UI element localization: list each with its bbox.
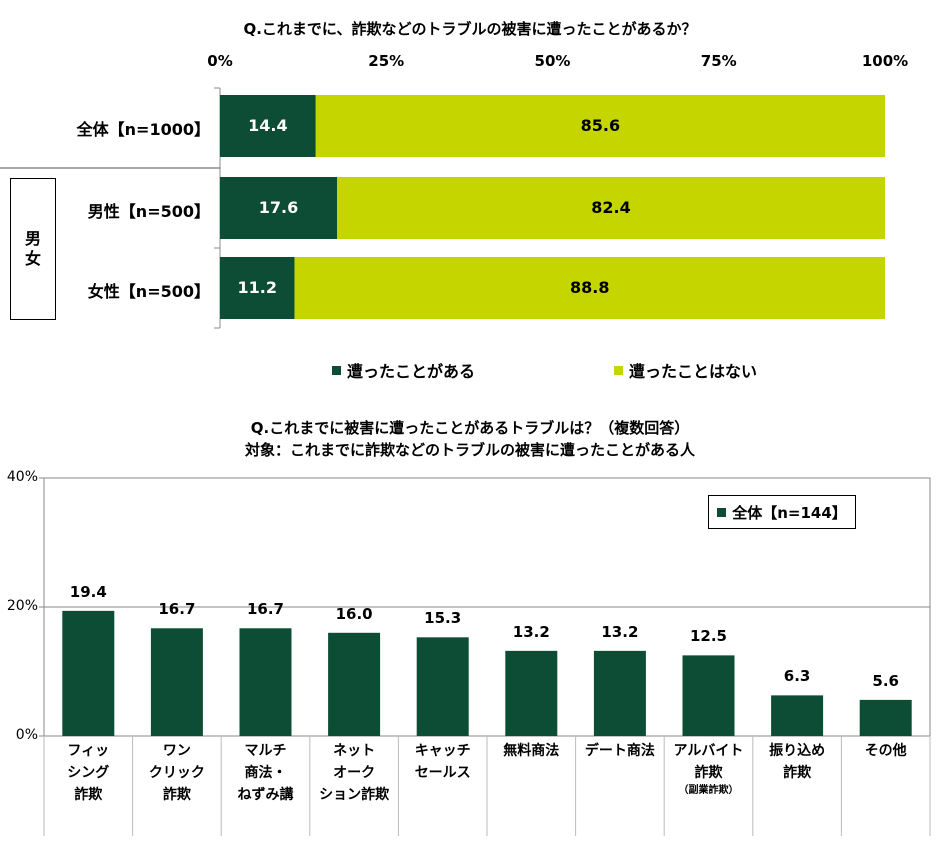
chart2-category-label: ワン クリック 詐欺 bbox=[133, 740, 222, 806]
chart2-bar-value-label: 13.2 bbox=[512, 622, 550, 641]
chart2-category-label: 振り込め 詐欺 bbox=[753, 740, 842, 784]
chart1-x-tick: 25% bbox=[368, 52, 405, 70]
chart1-bar-value-label: 17.6 bbox=[258, 198, 299, 217]
chart2-bar-value-label: 12.5 bbox=[689, 627, 727, 646]
chart1-bar-segment-no bbox=[294, 257, 886, 319]
chart1-bar-segment-yes bbox=[220, 177, 338, 239]
chart1-bar-value-label: 82.4 bbox=[591, 198, 631, 217]
chart2-y-tick: 20% bbox=[6, 598, 38, 614]
chart2-category-label-line: オーク bbox=[333, 765, 376, 781]
chart2-bar bbox=[682, 655, 735, 736]
chart2-category-label-line: ワン bbox=[162, 743, 191, 759]
chart1-legend-item-no: 遭ったことはない bbox=[614, 358, 757, 382]
chart2-bar bbox=[239, 628, 292, 736]
chart2-bar bbox=[859, 699, 912, 736]
chart2-y-tick: 40% bbox=[6, 469, 38, 485]
chart2-category-label-line: フィッ bbox=[67, 743, 110, 759]
chart2-category-label-line: 振り込め bbox=[769, 743, 826, 759]
chart2-category-label-line: デート商法 bbox=[584, 743, 655, 759]
chart1-bar-value-label: 14.4 bbox=[248, 116, 288, 135]
chart2-category-label-line: アルバイト bbox=[673, 743, 744, 759]
chart2-title: Q.これまでに被害に遭ったことがあるトラブルは？（複数回答） bbox=[250, 419, 690, 437]
chart2-y-tick: 0% bbox=[15, 727, 38, 743]
chart2-bar bbox=[328, 632, 381, 736]
chart1-plot bbox=[0, 87, 886, 329]
chart2-category-label-line: ション詐欺 bbox=[319, 787, 390, 803]
chart1-legend-swatch-no bbox=[614, 365, 623, 375]
chart1-title: Q.これまでに、詐欺などのトラブルの被害に遭ったことがあるか？ bbox=[243, 20, 697, 38]
chart2-category-label-line: 商法・ bbox=[244, 765, 287, 781]
chart1-group-label-box: 男女 bbox=[10, 178, 56, 320]
chart2-category-label-line: シング bbox=[67, 765, 110, 781]
chart2-bar bbox=[416, 637, 469, 736]
chart1-bar-segment-no bbox=[337, 177, 885, 239]
chart2-bar-value-label: 16.7 bbox=[158, 600, 196, 619]
chart1-bar-segment-yes bbox=[220, 257, 295, 319]
chart2-plot bbox=[39, 477, 931, 836]
chart1-bar-value-label: 11.2 bbox=[237, 278, 277, 297]
chart1-x-tick: 50% bbox=[534, 52, 571, 70]
chart2-category-label: デート商法 bbox=[576, 740, 665, 762]
chart2-category-label-line: マルチ bbox=[244, 743, 287, 759]
chart1-x-tick: 75% bbox=[700, 52, 737, 70]
chart2-category-label: アルバイト詐欺 （副業詐欺） bbox=[664, 740, 753, 798]
chart1-legend-label-no: 遭ったことはない bbox=[629, 362, 758, 381]
chart2-bar bbox=[62, 610, 115, 736]
chart1-x-tick: 0% bbox=[207, 52, 233, 70]
chart2-bar-value-label: 5.6 bbox=[872, 671, 899, 690]
chart2-subtitle: 対象：これまでに詐欺などのトラブルの被害に遭ったことがある人 bbox=[244, 441, 695, 459]
chart2-category-label-line: ねずみ講 bbox=[237, 787, 294, 803]
chart2-category-label: ネットオークション詐欺 bbox=[310, 740, 399, 806]
chart1-row-label: 女性【n=500】 bbox=[87, 282, 210, 301]
chart2-category-label-line: クリック bbox=[148, 765, 205, 781]
chart2-category-sublabel: （副業詐欺） bbox=[678, 785, 739, 796]
chart1-legend-item-yes: 遭ったことがある bbox=[332, 358, 475, 382]
chart2-legend-label: 全体【n=144】 bbox=[732, 503, 847, 522]
chart2-bar-value-label: 16.0 bbox=[335, 604, 373, 623]
chart1-x-tick: 100% bbox=[861, 52, 909, 70]
chart2-category-label-line: ネット bbox=[333, 743, 376, 759]
chart2-legend-swatch bbox=[717, 507, 727, 517]
chart1-row-label: 男性【n=500】 bbox=[87, 202, 210, 221]
chart2-category-label: フィッ シング 詐欺 bbox=[44, 740, 133, 806]
chart2-legend: 全体【n=144】 bbox=[708, 495, 856, 529]
chart2-category-label-line: 詐欺 bbox=[783, 765, 812, 781]
chart2-category-label-line: 詐欺 bbox=[162, 787, 191, 803]
chart2-category-label-line: 詐欺 bbox=[74, 787, 103, 803]
chart2-bar-value-label: 16.7 bbox=[246, 600, 284, 619]
chart2-bar-value-label: 13.2 bbox=[601, 622, 639, 641]
chart2-category-label: その他 bbox=[841, 740, 930, 762]
chart2-category-label: 無料商法 bbox=[487, 740, 576, 762]
chart2-category-label-line: 詐欺 bbox=[694, 765, 723, 781]
chart1-bar-segment-no bbox=[315, 95, 885, 157]
chart2-bar-value-label: 6.3 bbox=[783, 667, 811, 686]
chart2-bar bbox=[150, 628, 203, 736]
chart2-bar-value-label: 15.3 bbox=[424, 609, 462, 628]
chart2-bar-value-label: 19.4 bbox=[69, 582, 107, 601]
chart2-category-label-line: セールス bbox=[414, 765, 471, 781]
chart1-bar-segment-yes bbox=[220, 95, 316, 157]
chart2-bar bbox=[505, 650, 558, 736]
chart2-bar bbox=[771, 695, 824, 736]
chart1-bar-value-label: 85.6 bbox=[580, 116, 621, 135]
chart2-category-label: マルチ商法・ねずみ講 bbox=[221, 740, 310, 806]
chart1-bar-value-label: 88.8 bbox=[569, 278, 610, 297]
chart1-row-label: 全体【n=1000】 bbox=[76, 120, 210, 139]
chart2-category-label-line: その他 bbox=[864, 743, 907, 759]
chart1-legend-swatch-yes bbox=[332, 365, 341, 375]
chart1-group-label: 男女 bbox=[24, 229, 41, 268]
chart1-legend-label-yes: 遭ったことがある bbox=[347, 362, 476, 381]
chart2-category-label-line: 無料商法 bbox=[503, 743, 560, 759]
chart2-bar bbox=[593, 650, 646, 736]
chart2-category-label-line: キャッチ bbox=[414, 743, 471, 759]
chart2-category-label: キャッチ セールス bbox=[398, 740, 487, 784]
